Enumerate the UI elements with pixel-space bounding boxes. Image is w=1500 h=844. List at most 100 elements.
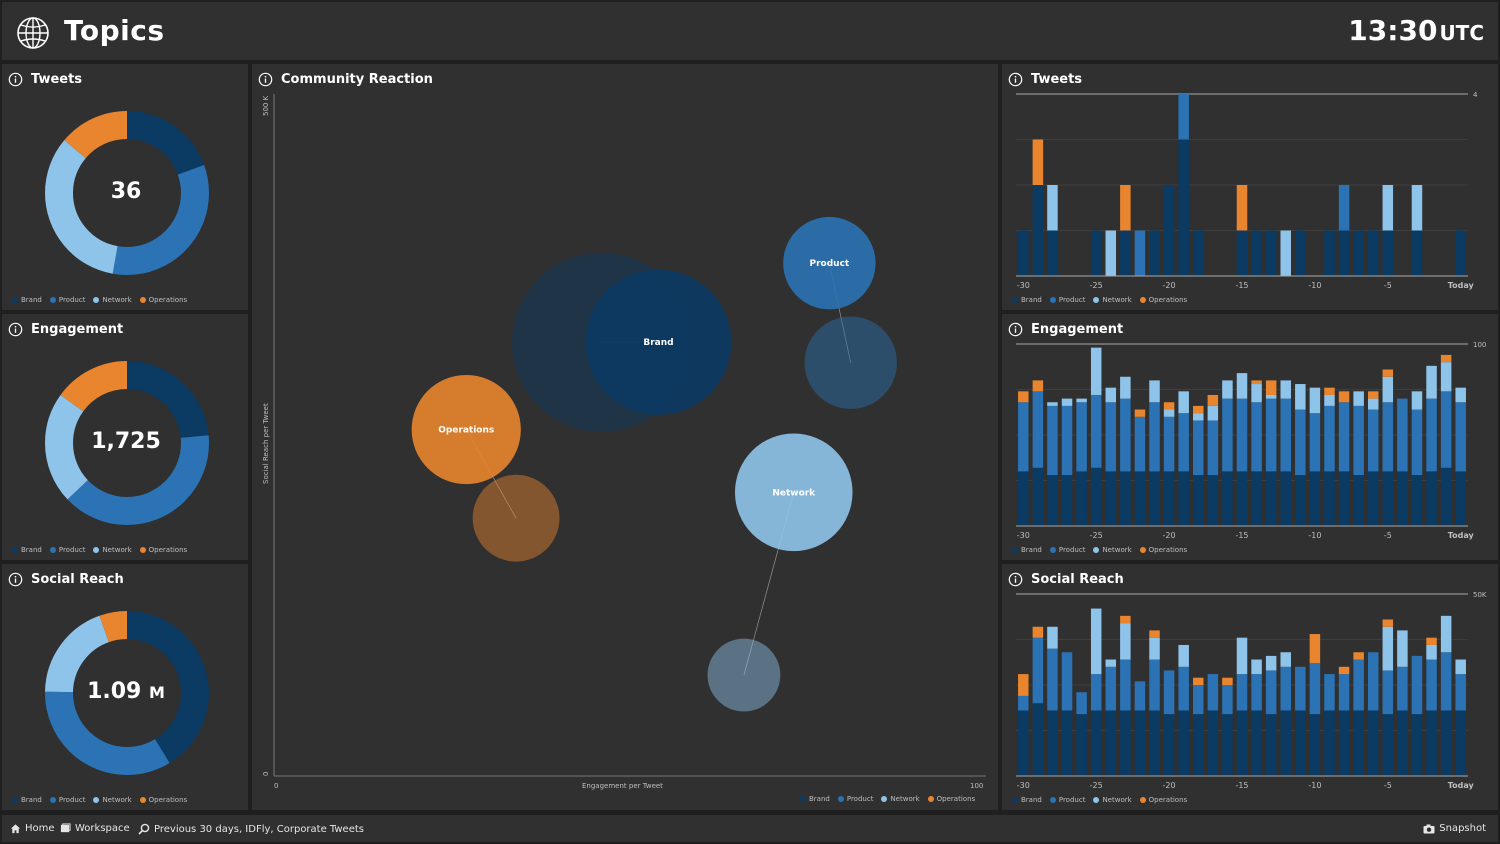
bar-segment-product[interactable] — [1426, 659, 1437, 711]
snapshot-button[interactable]: Snapshot — [1423, 823, 1486, 834]
bar-segment-brand[interactable] — [1411, 714, 1423, 776]
bar-segment-product[interactable] — [1353, 659, 1364, 711]
bar-segment-network[interactable] — [1207, 405, 1219, 421]
bar-segment-product[interactable] — [1076, 402, 1087, 472]
bar-segment-product[interactable] — [1251, 402, 1262, 472]
bar-segment-brand[interactable] — [1105, 710, 1117, 776]
bar-segment-brand[interactable] — [1018, 710, 1029, 776]
legend-item-operations[interactable]: Operations — [1139, 796, 1187, 804]
bar-segment-product[interactable] — [1149, 659, 1160, 711]
legend-item-operations[interactable]: Operations — [139, 796, 187, 804]
bar-segment-brand[interactable] — [1222, 471, 1233, 526]
bar-segment-network[interactable] — [1397, 630, 1408, 667]
bar-segment-brand[interactable] — [1193, 714, 1204, 776]
bubble-product[interactable] — [783, 216, 876, 310]
bar-segment-product[interactable] — [1032, 637, 1044, 704]
bar-segment-brand[interactable] — [1251, 230, 1262, 277]
bar-segment-brand[interactable] — [1120, 230, 1131, 277]
bar-segment-product[interactable] — [1222, 398, 1233, 472]
bar-segment-operations[interactable] — [1134, 409, 1146, 417]
bar-segment-product[interactable] — [1163, 416, 1175, 472]
bar-segment-brand[interactable] — [1163, 185, 1175, 276]
bar-segment-brand[interactable] — [1295, 230, 1306, 277]
bar-segment-product[interactable] — [1338, 185, 1350, 231]
bar-segment-product[interactable] — [1309, 413, 1321, 472]
bar-segment-brand[interactable] — [1455, 230, 1466, 277]
bar-segment-product[interactable] — [1120, 398, 1131, 472]
bar-segment-network[interactable] — [1280, 230, 1291, 277]
bar-segment-operations[interactable] — [1367, 391, 1379, 399]
bar-segment-network[interactable] — [1236, 637, 1248, 675]
bar-segment-network[interactable] — [1440, 615, 1452, 653]
legend-item-product[interactable]: Product — [49, 546, 85, 554]
bar-segment-operations[interactable] — [1338, 666, 1350, 675]
bar-segment-network[interactable] — [1061, 398, 1073, 406]
bar-segment-brand[interactable] — [1411, 475, 1423, 526]
legend-item-brand[interactable]: Brand — [1012, 796, 1042, 804]
info-icon[interactable] — [8, 572, 23, 587]
bar-segment-product[interactable] — [1193, 685, 1204, 715]
bar-segment-product[interactable] — [1265, 670, 1277, 715]
bar-segment-brand[interactable] — [1193, 230, 1204, 277]
bar-segment-network[interactable] — [1149, 637, 1160, 660]
bar-segment-brand[interactable] — [1440, 467, 1452, 526]
bar-segment-brand[interactable] — [1207, 710, 1219, 776]
bar-segment-network[interactable] — [1309, 387, 1321, 414]
bar-segment-brand[interactable] — [1076, 471, 1087, 526]
bubble-previous-network[interactable] — [707, 638, 781, 712]
bar-segment-operations[interactable] — [1018, 674, 1029, 696]
legend-item-product[interactable]: Product — [1049, 796, 1085, 804]
bar-segment-product[interactable] — [1440, 391, 1452, 468]
bar-segment-network[interactable] — [1149, 380, 1160, 403]
bar-segment-brand[interactable] — [1236, 471, 1248, 526]
legend-item-network[interactable]: Network — [93, 296, 132, 304]
donut-slice-product[interactable] — [45, 361, 209, 525]
bar-segment-brand[interactable] — [1397, 471, 1408, 526]
bar-segment-product[interactable] — [1134, 230, 1146, 277]
bar-segment-product[interactable] — [1018, 402, 1029, 472]
legend-item-network[interactable]: Network — [93, 546, 132, 554]
legend-item-product[interactable]: Product — [1049, 546, 1085, 554]
bar-segment-network[interactable] — [1455, 659, 1466, 675]
bar-segment-operations[interactable] — [1382, 369, 1394, 377]
bar-segment-network[interactable] — [1382, 185, 1394, 231]
bar-segment-brand[interactable] — [1090, 710, 1102, 776]
bar-segment-product[interactable] — [1236, 398, 1248, 472]
bar-segment-operations[interactable] — [1309, 634, 1321, 664]
bar-segment-brand[interactable] — [1280, 471, 1291, 526]
bar-segment-brand[interactable] — [1163, 714, 1175, 776]
bar-segment-brand[interactable] — [1163, 471, 1175, 526]
bar-segment-product[interactable] — [1207, 674, 1219, 711]
bar-segment-operations[interactable] — [1207, 394, 1219, 406]
donut-slice-operations[interactable] — [45, 111, 209, 275]
bubble-network[interactable] — [734, 433, 853, 552]
bar-segment-network[interactable] — [1047, 402, 1058, 406]
bar-segment-product[interactable] — [1047, 648, 1058, 711]
bar-segment-product[interactable] — [1105, 666, 1117, 711]
community-reaction-panel[interactable]: Community Reaction 500 K 0 Social Reach … — [252, 64, 998, 810]
bar-segment-product[interactable] — [1280, 666, 1291, 711]
bar-segment-network[interactable] — [1090, 608, 1102, 675]
bar-segment-brand[interactable] — [1207, 475, 1219, 526]
bar-segment-product[interactable] — [1207, 420, 1219, 476]
legend-item-network[interactable]: Network — [1093, 296, 1132, 304]
social-reach-bar-panel[interactable]: Social Reach 50K -30 -25 -20 -15 -10 -5 Today B… — [1002, 564, 1498, 810]
bar-segment-product[interactable] — [1178, 94, 1189, 140]
bar-segment-product[interactable] — [1309, 663, 1321, 715]
bar-segment-product[interactable] — [1061, 405, 1073, 476]
bar-segment-product[interactable] — [1382, 670, 1394, 715]
bar-segment-network[interactable] — [1222, 380, 1233, 399]
bar-segment-product[interactable] — [1295, 409, 1306, 476]
bar-segment-operations[interactable] — [1018, 391, 1029, 403]
bar-segment-product[interactable] — [1076, 692, 1087, 715]
legend-item-product[interactable]: Product — [837, 795, 873, 803]
bar-segment-brand[interactable] — [1047, 230, 1058, 277]
bar-segment-operations[interactable] — [1032, 139, 1044, 186]
bar-segment-operations[interactable] — [1032, 626, 1044, 638]
workspace-link[interactable]: Workspace — [60, 823, 130, 834]
bar-segment-brand[interactable] — [1397, 710, 1408, 776]
donut-slice-network[interactable] — [45, 111, 209, 275]
bar-segment-product[interactable] — [1367, 652, 1379, 711]
bar-segment-brand[interactable] — [1090, 230, 1102, 277]
bar-segment-product[interactable] — [1018, 695, 1029, 711]
